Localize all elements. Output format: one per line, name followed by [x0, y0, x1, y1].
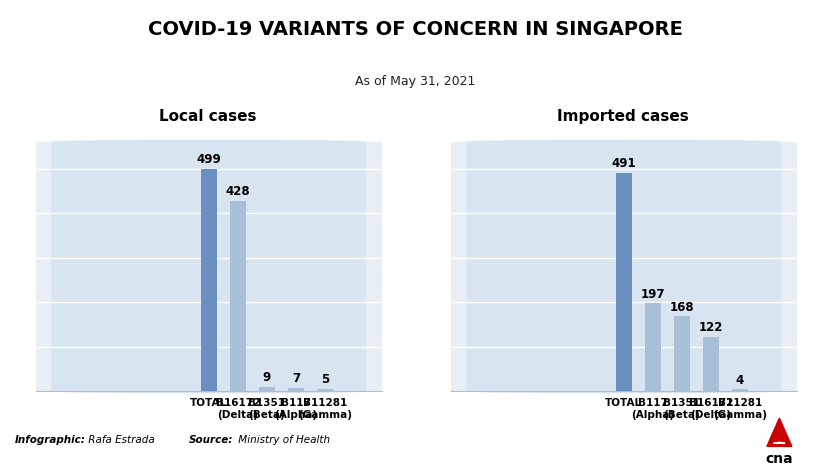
- Bar: [703, 337, 719, 391]
- Text: 197: 197: [641, 288, 665, 301]
- Text: 491: 491: [612, 157, 636, 170]
- Text: 168: 168: [670, 300, 694, 314]
- FancyBboxPatch shape: [466, 139, 781, 393]
- Text: Local cases: Local cases: [159, 109, 256, 124]
- Bar: [616, 173, 632, 391]
- Text: Imported cases: Imported cases: [557, 109, 688, 124]
- Polygon shape: [774, 442, 785, 443]
- Polygon shape: [767, 418, 792, 446]
- FancyBboxPatch shape: [51, 139, 366, 393]
- Text: Rafa Estrada: Rafa Estrada: [85, 435, 155, 445]
- Text: 5: 5: [320, 373, 329, 386]
- Bar: [288, 388, 304, 391]
- Text: 7: 7: [292, 372, 300, 385]
- Text: 122: 122: [699, 321, 723, 334]
- Text: COVID-19 VARIANTS OF CONCERN IN SINGAPORE: COVID-19 VARIANTS OF CONCERN IN SINGAPOR…: [148, 20, 682, 39]
- Bar: [230, 201, 246, 391]
- Text: 499: 499: [197, 154, 221, 166]
- Text: 4: 4: [735, 373, 744, 387]
- Text: As of May 31, 2021: As of May 31, 2021: [354, 75, 476, 88]
- Bar: [732, 389, 748, 391]
- Bar: [645, 303, 661, 391]
- Text: Infographic:: Infographic:: [15, 435, 85, 445]
- Text: 9: 9: [262, 372, 271, 384]
- Bar: [201, 169, 217, 391]
- Bar: [317, 389, 333, 391]
- Bar: [259, 387, 275, 391]
- Text: cna: cna: [765, 452, 793, 466]
- Bar: [674, 316, 690, 391]
- Text: Source:: Source:: [189, 435, 233, 445]
- Text: 428: 428: [226, 185, 250, 198]
- Text: Ministry of Health: Ministry of Health: [235, 435, 330, 445]
